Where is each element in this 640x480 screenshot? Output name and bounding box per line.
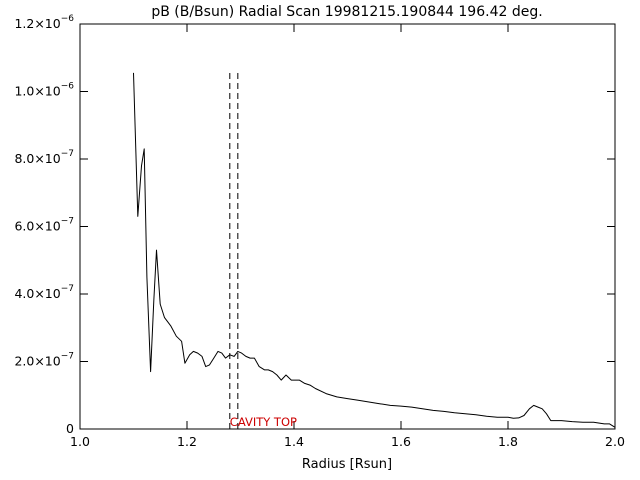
x-tick-label: 2.0 (605, 434, 625, 449)
x-tick-label: 1.0 (70, 434, 90, 449)
plot-frame (79, 23, 616, 430)
x-tick-label: 1.8 (498, 434, 518, 449)
y-tick-label-exponent: −7 (61, 284, 74, 294)
y-tick-label: 1.2×10−6 (14, 14, 74, 31)
y-tick-label: 6.0×10−7 (14, 217, 74, 234)
data-line (133, 72, 616, 428)
marker-lines (229, 71, 239, 429)
chart-title: pB (B/Bsun) Radial Scan 19981215.190844 … (151, 4, 542, 20)
y-axis-ticks: 02.0×10−74.0×10−76.0×10−78.0×10−71.0×10−… (14, 14, 615, 436)
y-tick-label-mantissa: 0 (66, 421, 74, 436)
x-tick-label: 1.4 (284, 434, 304, 449)
x-axis-label: Radius [Rsun] (302, 457, 392, 472)
y-tick-label: 1.0×10−6 (14, 82, 74, 99)
y-tick-label-mantissa: 2.0×10 (14, 354, 60, 369)
cavity-top-label: CAVITY TOP (230, 415, 297, 429)
y-tick-label: 0 (66, 421, 74, 436)
annotations: CAVITY TOP (230, 415, 297, 429)
y-tick-label-mantissa: 1.0×10 (14, 84, 60, 99)
y-tick-label-exponent: −6 (61, 82, 75, 92)
data-series (133, 72, 616, 428)
y-tick-label-exponent: −7 (61, 217, 74, 227)
y-tick-label-exponent: −7 (61, 352, 74, 362)
y-tick-label-exponent: −7 (61, 149, 74, 159)
y-tick-label: 2.0×10−7 (14, 352, 74, 369)
y-tick-label-mantissa: 1.2×10 (14, 16, 60, 31)
y-tick-label-mantissa: 8.0×10 (14, 151, 60, 166)
x-axis-ticks: 1.0 1.2 1.4 1.6 1.8 2.0 (70, 24, 625, 449)
x-tick-label: 1.2 (177, 434, 197, 449)
y-tick-label-exponent: −6 (61, 14, 75, 24)
y-tick-label-mantissa: 4.0×10 (14, 286, 60, 301)
y-tick-label: 4.0×10−7 (14, 284, 74, 301)
y-tick-label-mantissa: 6.0×10 (14, 219, 60, 234)
x-tick-label: 1.6 (391, 434, 411, 449)
y-tick-label: 8.0×10−7 (14, 149, 74, 166)
